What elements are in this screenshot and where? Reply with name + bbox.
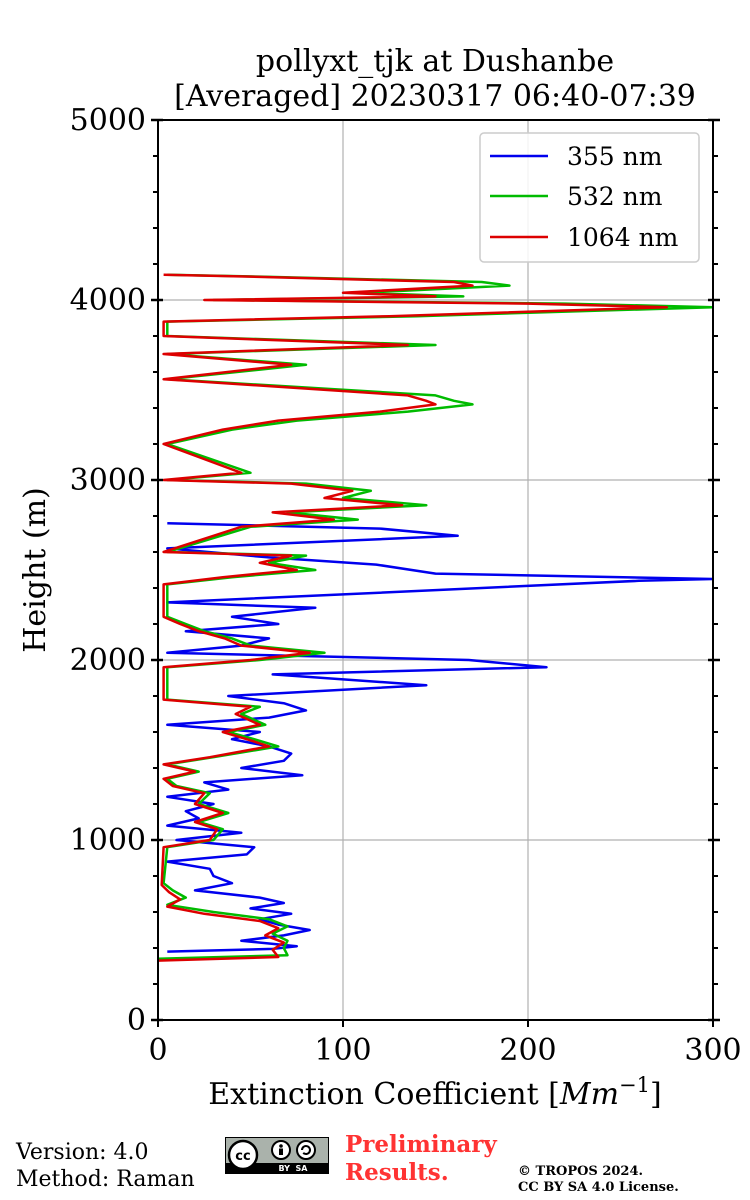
plot-frame: [157, 119, 714, 1021]
preliminary-label-line1: Preliminary: [345, 1131, 497, 1158]
legend-box: [479, 132, 700, 263]
chart-title-line1: pollyxt_tjk at Dushanbe: [256, 44, 614, 79]
data-lines: [158, 273, 713, 962]
series-line-355-nm: [166, 521, 713, 953]
series-line-1064-nm: [158, 273, 669, 962]
chart: pollyxt_tjk at Dushanbe [Averaged] 20230…: [18, 44, 742, 1112]
x-axis-label-exp: −1: [619, 1073, 650, 1097]
version-label: Version: 4.0: [16, 1140, 149, 1165]
y-tick-label-2: 2000: [70, 643, 146, 678]
legend: 355 nm 532 nm 1064 nm: [479, 132, 700, 263]
copyright-line2: CC BY SA 4.0 License.: [518, 1180, 679, 1195]
y-tick-label-5: 5000: [70, 103, 146, 138]
x-tick-label-1: 100: [314, 1033, 371, 1068]
x-tick-label-3: 300: [684, 1033, 741, 1068]
y-tick-label-4: 4000: [70, 283, 146, 318]
legend-label-1064: 1064 nm: [567, 223, 679, 252]
cc-icon: [227, 1139, 259, 1171]
axis-ticks: [151, 118, 720, 1027]
x-axis-label-suffix: ]: [650, 1077, 662, 1112]
copyright-line1: © TROPOS 2024.: [518, 1164, 644, 1179]
x-tick-label-0: 0: [148, 1033, 167, 1068]
y-tick-label-1: 1000: [70, 823, 146, 858]
cc-logo-text: cc: [235, 1149, 250, 1164]
x-axis-label: Extinction Coefficient [Mm−1]: [208, 1073, 661, 1112]
method-label: Method: Raman: [16, 1167, 195, 1192]
y-tick-label-3: 3000: [70, 463, 146, 498]
cc-badge-text: BY SA: [279, 1164, 309, 1173]
x-axis-label-unit: Mm: [559, 1077, 619, 1112]
cc-license-badge: cc BY SA: [225, 1137, 329, 1174]
x-axis-label-prefix: Extinction Coefficient [: [208, 1077, 560, 1112]
legend-label-532: 532 nm: [567, 182, 663, 211]
legend-label-355: 355 nm: [567, 142, 663, 171]
preliminary-label-line2: Results.: [345, 1159, 449, 1186]
sa-icon: [296, 1140, 316, 1160]
y-axis-label: Height (m): [18, 487, 53, 652]
y-tick-label-0: 0: [127, 1003, 146, 1038]
x-tick-label-2: 200: [499, 1033, 556, 1068]
chart-title-line2: [Averaged] 20230317 06:40-07:39: [174, 79, 696, 114]
